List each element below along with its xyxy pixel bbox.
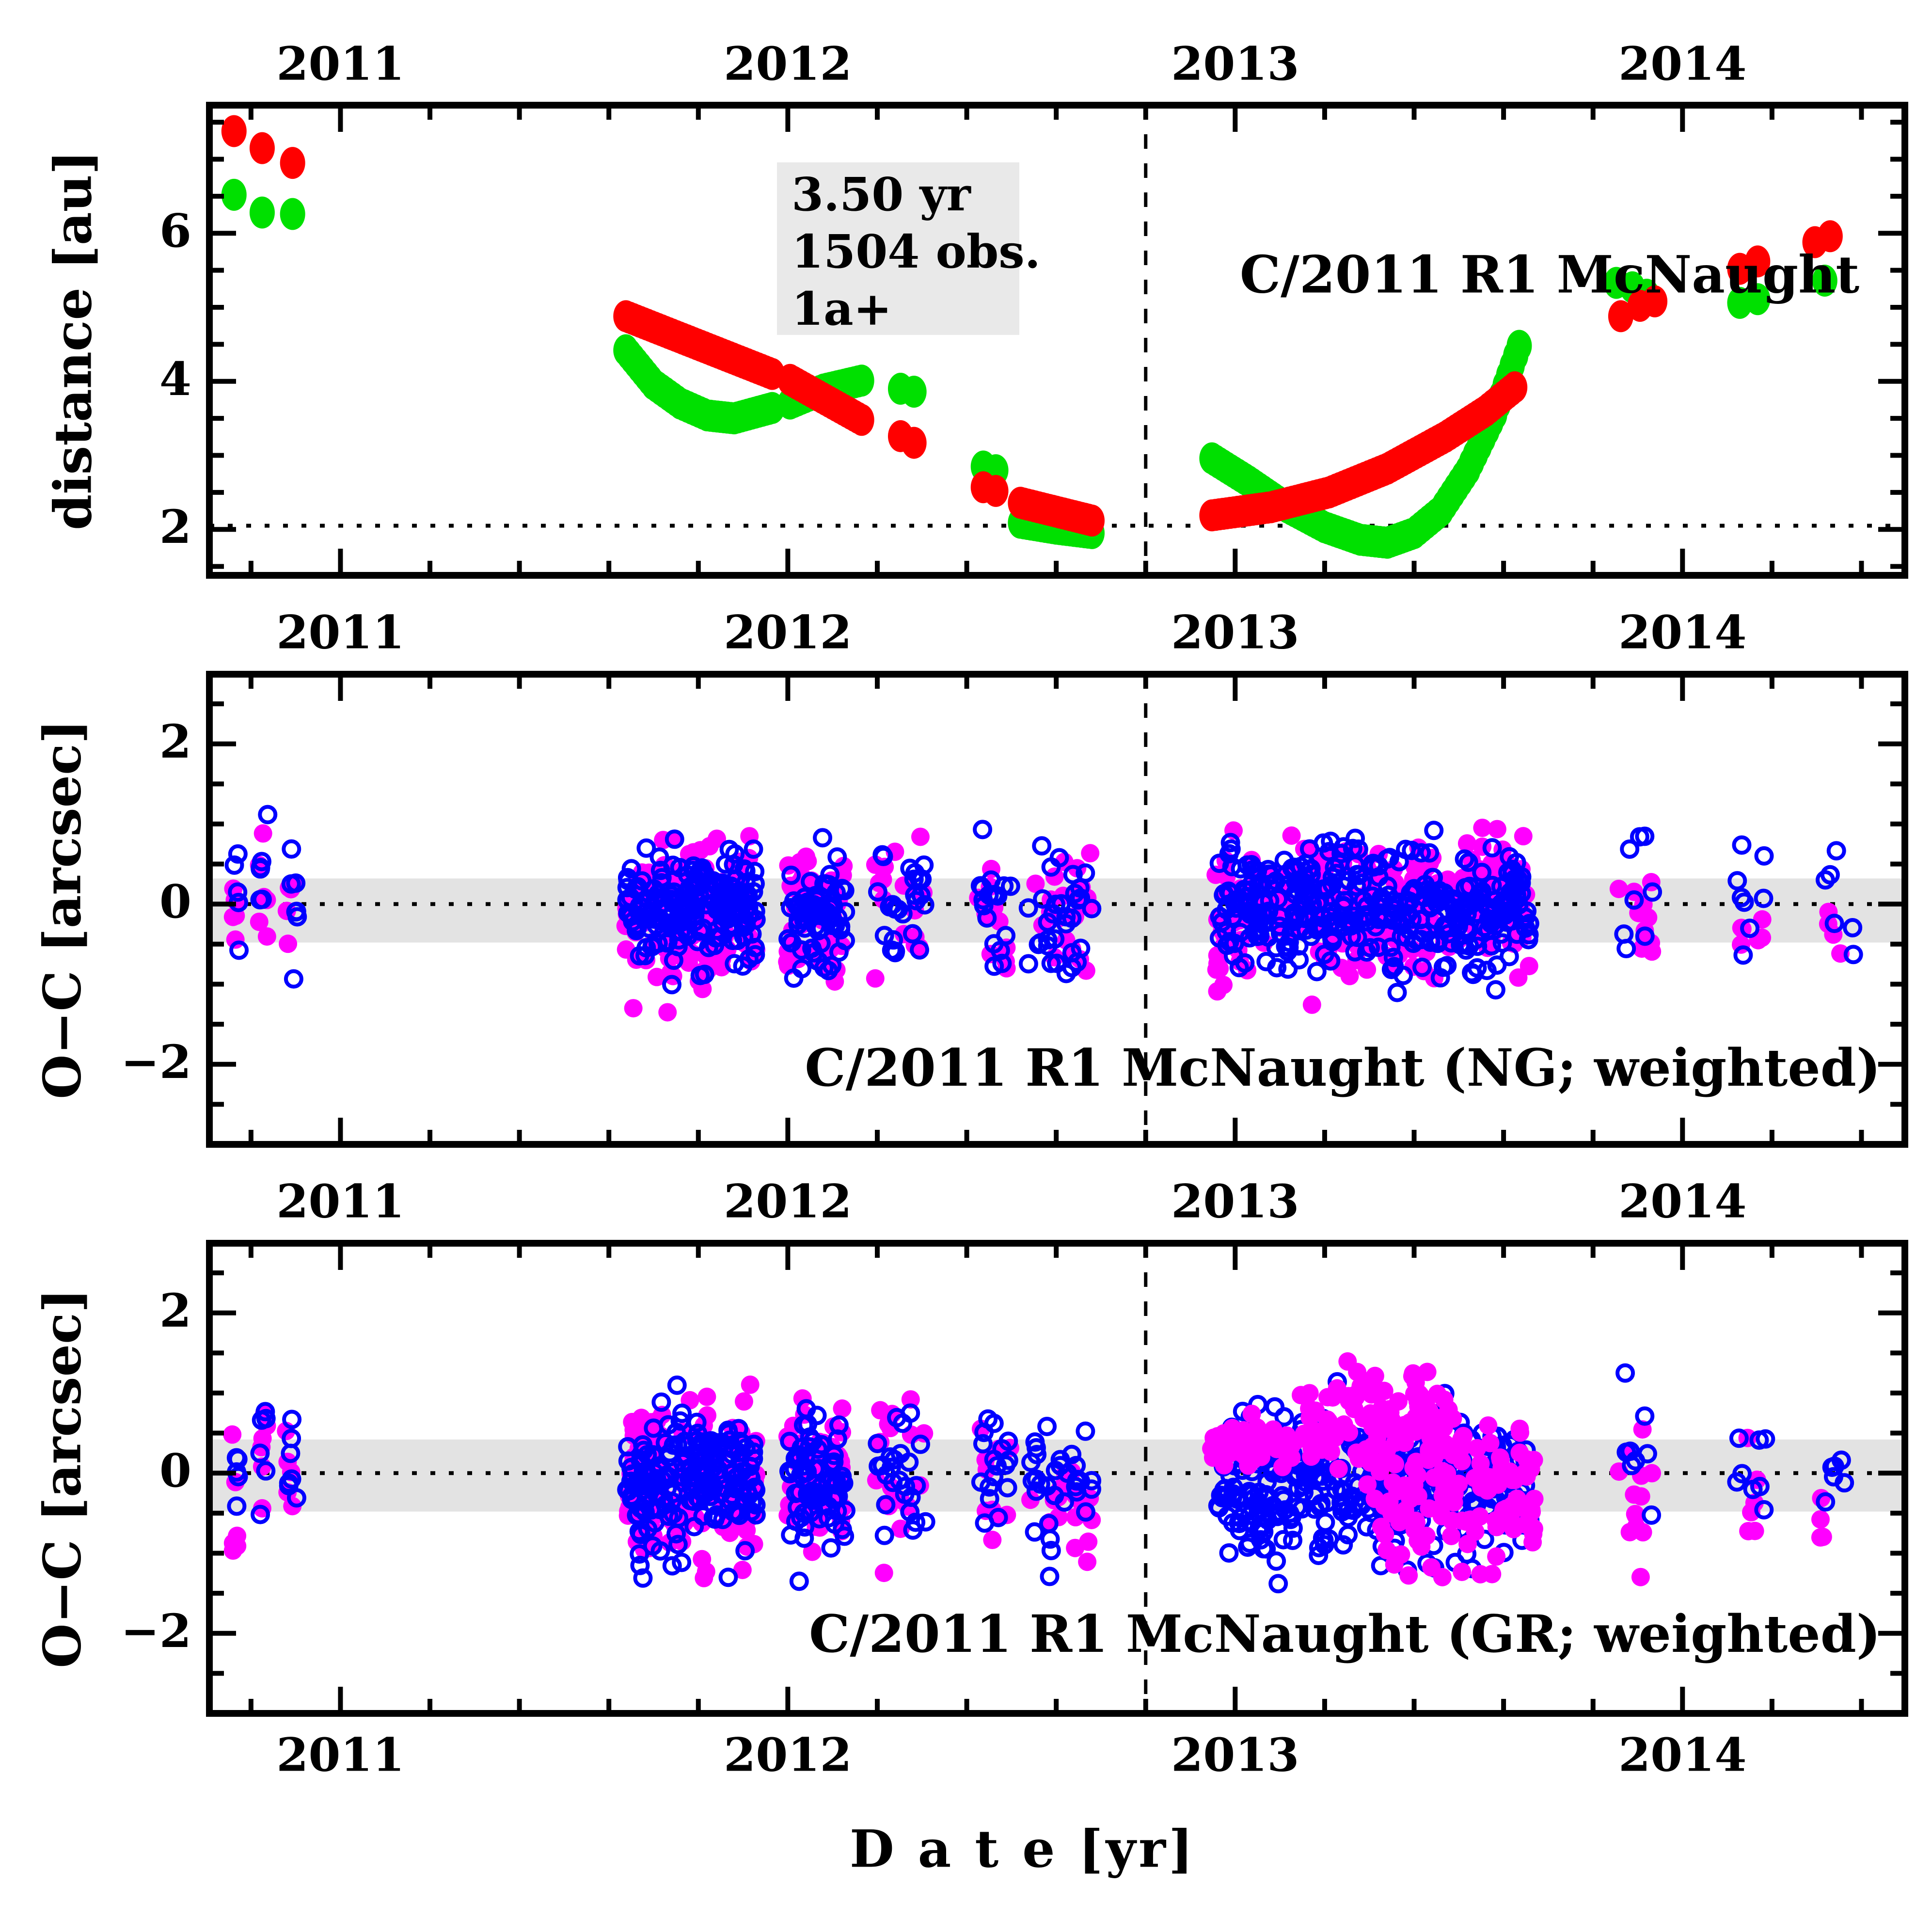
- x-tick-label-year: 2011: [276, 1174, 405, 1229]
- x-tick-label-year: 2013: [1171, 1728, 1299, 1782]
- x-tick-label-year: 2014: [1618, 1728, 1747, 1782]
- stats-box: 3.50 yr 1504 obs. 1a+: [777, 162, 1041, 336]
- y-tick-label: −2: [121, 1035, 191, 1089]
- x-tick-label-year: 2014: [1618, 1174, 1747, 1229]
- x-tick-label-year: 2013: [1171, 605, 1299, 660]
- y-tick-label: 0: [159, 1444, 191, 1498]
- y-tick-label: 2: [159, 1283, 191, 1338]
- comet-name-title: C/2011 R1 McNaught: [1239, 244, 1860, 305]
- stats-box-arc-length: 3.50 yr: [792, 168, 971, 222]
- y-tick-label: 2: [159, 714, 191, 769]
- y-tick-label: −2: [121, 1604, 191, 1658]
- x-tick-label-year: 2011: [276, 1728, 405, 1782]
- panel-label-ng-weighted: C/2011 R1 McNaught (NG; weighted): [805, 1037, 1881, 1098]
- x-tick-label-year: 2013: [1171, 1174, 1299, 1229]
- x-tick-label-year: 2011: [276, 605, 405, 660]
- x-tick-label-year: 2012: [724, 37, 852, 91]
- x-tick-label-year: 2014: [1618, 37, 1747, 91]
- x-axis-title-date: D a t e [yr]: [849, 1818, 1196, 1879]
- y-tick-label: 2: [159, 500, 191, 554]
- y-tick-label: 0: [159, 875, 191, 929]
- x-tick-label-year: 2012: [724, 1728, 852, 1782]
- y-tick-label: 4: [159, 352, 191, 406]
- y-tick-label: 6: [159, 204, 191, 258]
- x-tick-label-year: 2013: [1171, 37, 1299, 91]
- stats-box-obs-count: 1504 obs.: [792, 225, 1041, 279]
- x-tick-label-year: 2014: [1618, 605, 1747, 660]
- x-tick-label-year: 2011: [276, 37, 405, 91]
- panel-label-gr-weighted: C/2011 R1 McNaught (GR; weighted): [809, 1603, 1881, 1664]
- x-tick-label-year: 2012: [724, 605, 852, 660]
- x-tick-label-year: 2012: [724, 1174, 852, 1229]
- stats-box-orbit-quality: 1a+: [792, 282, 892, 336]
